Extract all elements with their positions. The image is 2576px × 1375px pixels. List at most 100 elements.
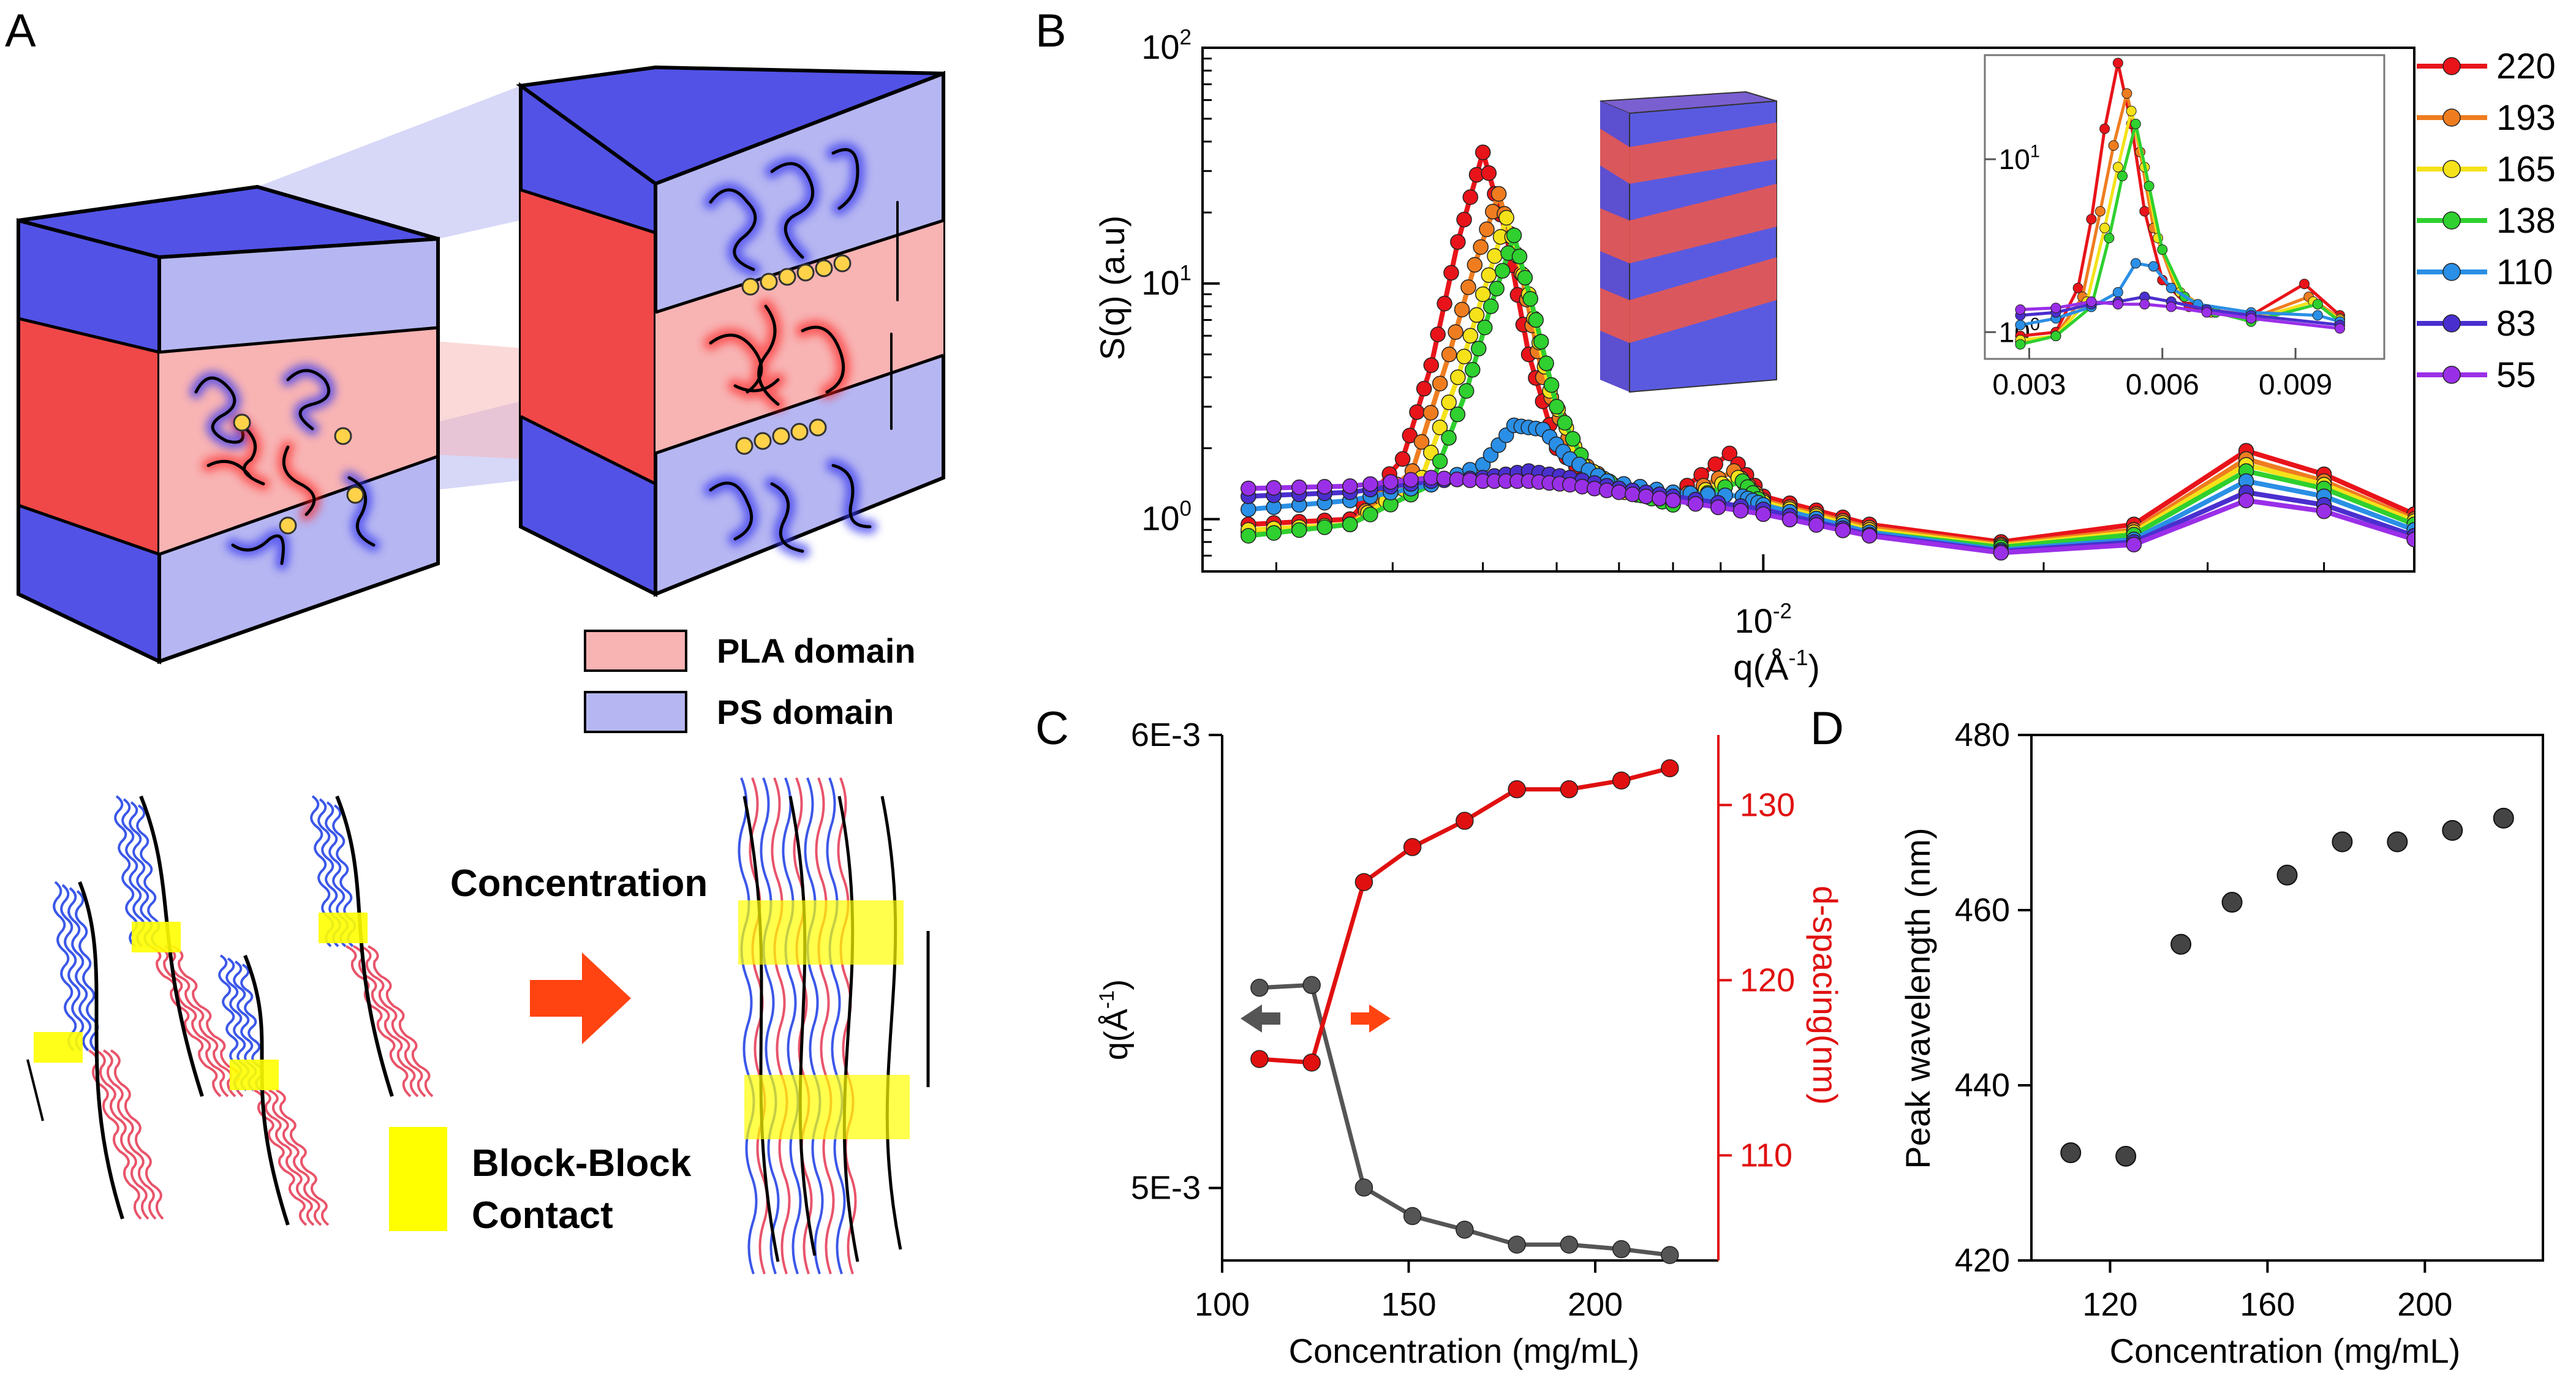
d-spacing-point: [1456, 812, 1474, 830]
ylabel-b: S(q) (a.u): [1093, 216, 1131, 361]
series-c: [1250, 759, 1679, 1264]
data-point: [2060, 1142, 2082, 1164]
inset-marker-220: [2112, 58, 2123, 69]
aggregated-chain: [782, 777, 802, 1275]
pla-block-chain: [276, 1089, 330, 1226]
inset-marker-220: [2099, 123, 2110, 134]
y-right-tick-label-c: 120: [1740, 962, 1795, 998]
y-tick-label: 102: [1141, 25, 1192, 66]
series-marker-55: [1423, 470, 1440, 486]
inset-marker-138: [2130, 118, 2141, 129]
axes-b: 102 101 100 10-2: [1141, 25, 2325, 640]
series-marker-220: [1462, 189, 1478, 205]
legend-swatch-ps: [584, 691, 687, 733]
series-marker-138: [1464, 361, 1481, 378]
d-spacing-point: [1661, 759, 1679, 778]
chain-schematic: [26, 777, 930, 1275]
y-tick-label-d: 440: [1955, 1067, 2010, 1104]
legend-label-220: 220: [2496, 47, 2556, 86]
d-spacing-point: [1403, 838, 1422, 856]
series-marker-55: [1652, 491, 1668, 507]
inset-marker-55: [2335, 323, 2346, 334]
series-marker-55: [1808, 517, 1824, 533]
series-marker-165: [1432, 420, 1448, 435]
series-marker-138: [1266, 525, 1282, 541]
inset-marker-220: [2086, 214, 2097, 225]
inset-marker-220: [2139, 206, 2150, 217]
q-point: [1508, 1235, 1526, 1254]
contact-highlight: [230, 1060, 279, 1090]
y-tick-label-d: 460: [1955, 892, 2010, 929]
q-point: [1302, 976, 1321, 995]
series-marker-165: [1475, 286, 1491, 303]
pla-block-chain: [368, 945, 434, 1098]
series-b: [1241, 144, 2414, 561]
data-point: [2170, 933, 2192, 955]
large-cube-chains: [703, 142, 899, 559]
ylabel-left-c: q(Å-1): [1095, 979, 1135, 1060]
y-right-tick-label-c: 130: [1740, 786, 1795, 823]
ps-block-chain: [67, 887, 92, 1052]
series-marker-193: [1467, 257, 1483, 273]
series-marker-165: [1487, 248, 1503, 264]
legend-marker-110: [2442, 263, 2461, 281]
legend-label-pla: PLA domain: [717, 631, 916, 670]
series-marker-165: [1498, 209, 1514, 226]
series-marker-138: [1342, 516, 1358, 532]
series-marker-55: [1625, 486, 1641, 502]
series-marker-138: [1241, 528, 1256, 544]
series-marker-55: [1665, 492, 1681, 508]
series-marker-193: [1479, 221, 1495, 238]
pla-block-chain: [353, 945, 419, 1098]
spacing-arrow: [26, 1059, 44, 1121]
pla-block-chain: [268, 1089, 322, 1226]
plot-frame-b: [1201, 47, 2415, 573]
inset-marker-193: [2094, 206, 2106, 217]
series-marker-55: [1436, 470, 1452, 487]
legend-swatch-pla: [584, 630, 687, 672]
series-marker-138: [1565, 431, 1581, 447]
series-marker-193: [1441, 346, 1457, 363]
inset-marker-138: [2117, 170, 2128, 181]
series-marker-220: [1437, 295, 1452, 312]
q-point: [1456, 1220, 1474, 1239]
series-marker-138: [1511, 249, 1528, 265]
legend-b: 220 193 165 138 110 83 55: [2417, 47, 2556, 395]
inset-marker-220: [2072, 282, 2083, 293]
contact-highlight: [34, 1032, 83, 1063]
inset-marker-138: [2015, 339, 2026, 350]
d-spacing-point: [1354, 873, 1373, 891]
x-tick-label-d: 200: [2397, 1286, 2452, 1323]
panel-a-schematic: PLA domain PS domain Concentration Block…: [17, 65, 945, 1275]
legend-label-165: 165: [2496, 149, 2556, 189]
series-marker-55: [1835, 522, 1851, 538]
y-left-tick-label-c: 6E-3: [1131, 717, 1201, 753]
series-marker-138: [1432, 453, 1448, 469]
pla-block-chain: [164, 945, 236, 1098]
series-marker-220: [1416, 380, 1432, 397]
series-marker-138: [1494, 263, 1511, 279]
inset-marker-55: [2166, 301, 2177, 312]
series-marker-220: [1443, 265, 1459, 281]
axes-c: 100 150 200 6E-3 5E-3 130 120 110: [1131, 717, 1795, 1323]
inset-marker-110: [2148, 261, 2159, 272]
aggregated-chain: [771, 777, 791, 1275]
pla-block-chain: [157, 945, 229, 1098]
data-point: [2493, 807, 2514, 829]
panel-b-chart: 102 101 100 10-2 S(q) (a.u) q(Å-1) 0.003 0.0…: [1093, 25, 2556, 688]
series-marker-55: [1638, 488, 1654, 505]
inset-y-tick-label: 101: [1999, 142, 2040, 175]
pla-block-chain: [254, 1089, 308, 1226]
backbone-chain: [742, 796, 780, 1262]
series-marker-55: [1781, 511, 1798, 528]
inset-marker-220: [2299, 279, 2310, 290]
ps-block-chain: [121, 798, 146, 947]
pla-block-chain: [346, 945, 412, 1098]
series-marker-193: [1448, 324, 1464, 340]
y-tick-label: 101: [1141, 261, 1192, 302]
series-marker-138: [1538, 355, 1554, 371]
series-marker-165: [1481, 267, 1497, 283]
pla-block-chain: [102, 1049, 157, 1220]
contact-band-bottom: [744, 1075, 910, 1139]
series-marker-138: [1441, 430, 1457, 446]
